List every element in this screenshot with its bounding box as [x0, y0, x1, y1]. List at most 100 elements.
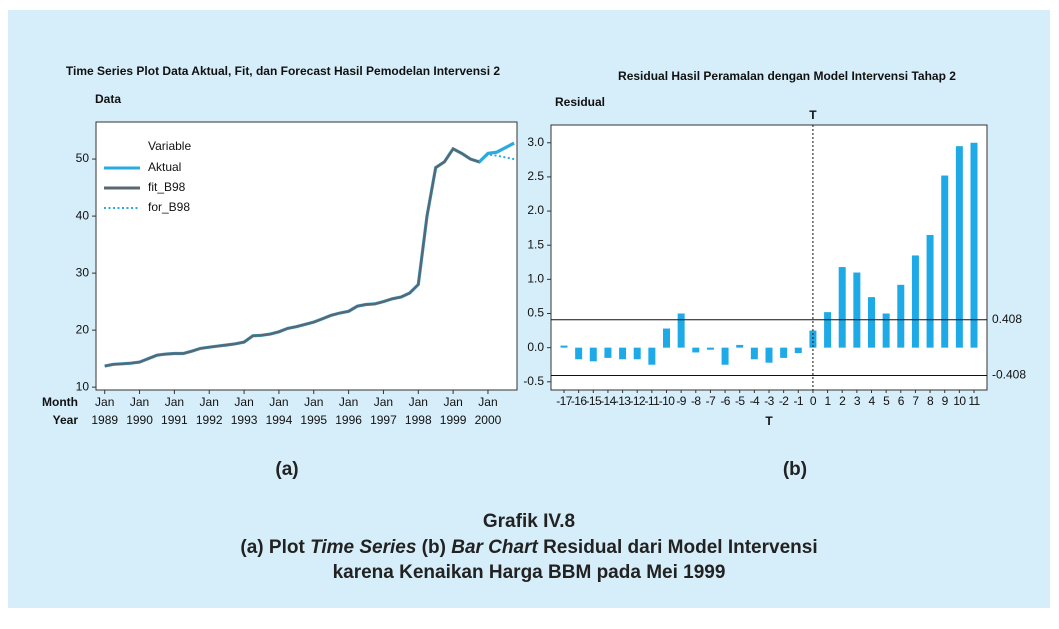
x-tick-label: 1 — [825, 394, 832, 408]
x-tick-label: Jan — [234, 395, 253, 409]
y-tick-label: 20 — [76, 322, 90, 336]
bar — [604, 347, 612, 358]
x-tick-label: -6 — [720, 394, 730, 408]
x-tick-label: -14 — [600, 394, 616, 408]
bar — [589, 347, 597, 362]
bar — [736, 344, 744, 348]
bar — [868, 297, 875, 348]
x-tick-label: Jan — [269, 395, 288, 409]
x-tick-year: 1993 — [231, 413, 258, 427]
caption-part: (b) — [416, 537, 451, 558]
x-tick-label: 6 — [898, 394, 905, 408]
y-tick-label: 2.5 — [527, 169, 544, 183]
bar — [955, 146, 963, 348]
x-tick-year: 1999 — [440, 413, 467, 427]
legend-label: fit_B98 — [148, 180, 186, 194]
panel-label: (b) — [783, 459, 807, 480]
caption-part: Time Series — [310, 537, 416, 558]
x-tick-year: 1991 — [161, 413, 188, 427]
caption-line: karena Kenaikan Harga BBM pada Mei 1999 — [333, 562, 726, 583]
plot-area — [95, 121, 518, 391]
x-tick-label: -8 — [691, 394, 701, 408]
x-tick-label: Jan — [304, 395, 323, 409]
bar — [619, 347, 627, 360]
bar — [882, 313, 890, 348]
x-tick-label: 5 — [883, 394, 890, 408]
series-line — [104, 147, 480, 368]
legend-title: Variable — [148, 139, 191, 153]
x-tick-year: 1989 — [91, 413, 118, 427]
bar — [663, 328, 670, 348]
chart-title: Residual Hasil Peramalan dengan Model In… — [618, 69, 956, 83]
y-axis-label: Residual — [555, 95, 605, 109]
x-tick-label: Jan — [374, 395, 393, 409]
legend-label: Aktual — [148, 160, 181, 174]
reference-label: 0.408 — [992, 312, 1022, 326]
x-tick-label: -17 — [556, 394, 572, 408]
bar — [560, 345, 568, 348]
caption-title: Grafik IV.8 — [483, 511, 575, 532]
y-tick-label: 2.0 — [527, 203, 544, 217]
x-tick-label: -10 — [659, 394, 675, 408]
y-tick-label: 1.0 — [527, 272, 544, 286]
x-tick-label: 8 — [927, 394, 934, 408]
x-tick-year: 1996 — [335, 413, 362, 427]
x-tick-label: Jan — [200, 395, 219, 409]
x-tick-label: Jan — [95, 395, 114, 409]
bar — [824, 312, 832, 348]
x-axis-label: Year — [53, 413, 79, 427]
x-tick-label: -13 — [615, 394, 631, 408]
y-tick-label: 30 — [76, 265, 90, 279]
bar — [648, 347, 656, 365]
panel-label: (a) — [275, 459, 298, 480]
x-tick-label: -2 — [779, 394, 789, 408]
bar — [853, 272, 861, 348]
y-tick-label: 40 — [76, 208, 90, 222]
x-tick-label: -5 — [735, 394, 745, 408]
caption-part: Bar Chart — [451, 537, 538, 558]
y-tick-label: 0.0 — [527, 340, 544, 354]
x-tick-label: Jan — [339, 395, 358, 409]
x-tick-label: -4 — [750, 394, 760, 408]
bar — [941, 175, 949, 348]
x-tick-year: 2000 — [475, 413, 502, 427]
x-tick-label: 0 — [810, 394, 817, 408]
x-tick-year: 1997 — [370, 413, 397, 427]
x-tick-label: 4 — [868, 394, 875, 408]
bar — [692, 347, 700, 353]
bar — [897, 284, 905, 348]
x-tick-year: 1992 — [196, 413, 223, 427]
y-tick-label: 50 — [76, 151, 90, 165]
bar — [838, 267, 846, 348]
bar — [575, 347, 583, 360]
y-tick-label: 0.5 — [527, 306, 544, 320]
caption-line: (a) Plot Time Series (b) Bar Chart Resid… — [240, 537, 817, 558]
x-tick-label: 3 — [854, 394, 861, 408]
y-tick-label: 3.0 — [527, 135, 544, 149]
bar — [750, 347, 758, 360]
x-tick-year: 1995 — [300, 413, 327, 427]
legend-label: for_B98 — [148, 200, 190, 214]
x-tick-label: -11 — [645, 394, 661, 408]
y-tick-label: -0.5 — [523, 374, 544, 388]
x-tick-label: -1 — [794, 394, 804, 408]
x-tick-label: 7 — [912, 394, 919, 408]
x-tick-label: 11 — [968, 394, 980, 408]
x-tick-label: Jan — [478, 395, 497, 409]
x-tick-label: -9 — [676, 394, 686, 408]
bar — [721, 347, 729, 365]
intervention-label: T — [809, 108, 817, 122]
bar — [633, 347, 641, 360]
bar — [911, 255, 919, 348]
x-tick-year: 1990 — [126, 413, 153, 427]
bar — [809, 330, 817, 348]
x-axis-label: Month — [42, 395, 78, 409]
x-tick-label: -3 — [764, 394, 774, 408]
bar — [765, 347, 773, 363]
bar — [970, 142, 978, 348]
y-tick-label: 10 — [76, 379, 90, 393]
x-tick-label: -12 — [629, 394, 645, 408]
x-tick-label: Jan — [409, 395, 428, 409]
reference-label: -0.408 — [992, 368, 1026, 382]
x-tick-label: 9 — [942, 394, 949, 408]
